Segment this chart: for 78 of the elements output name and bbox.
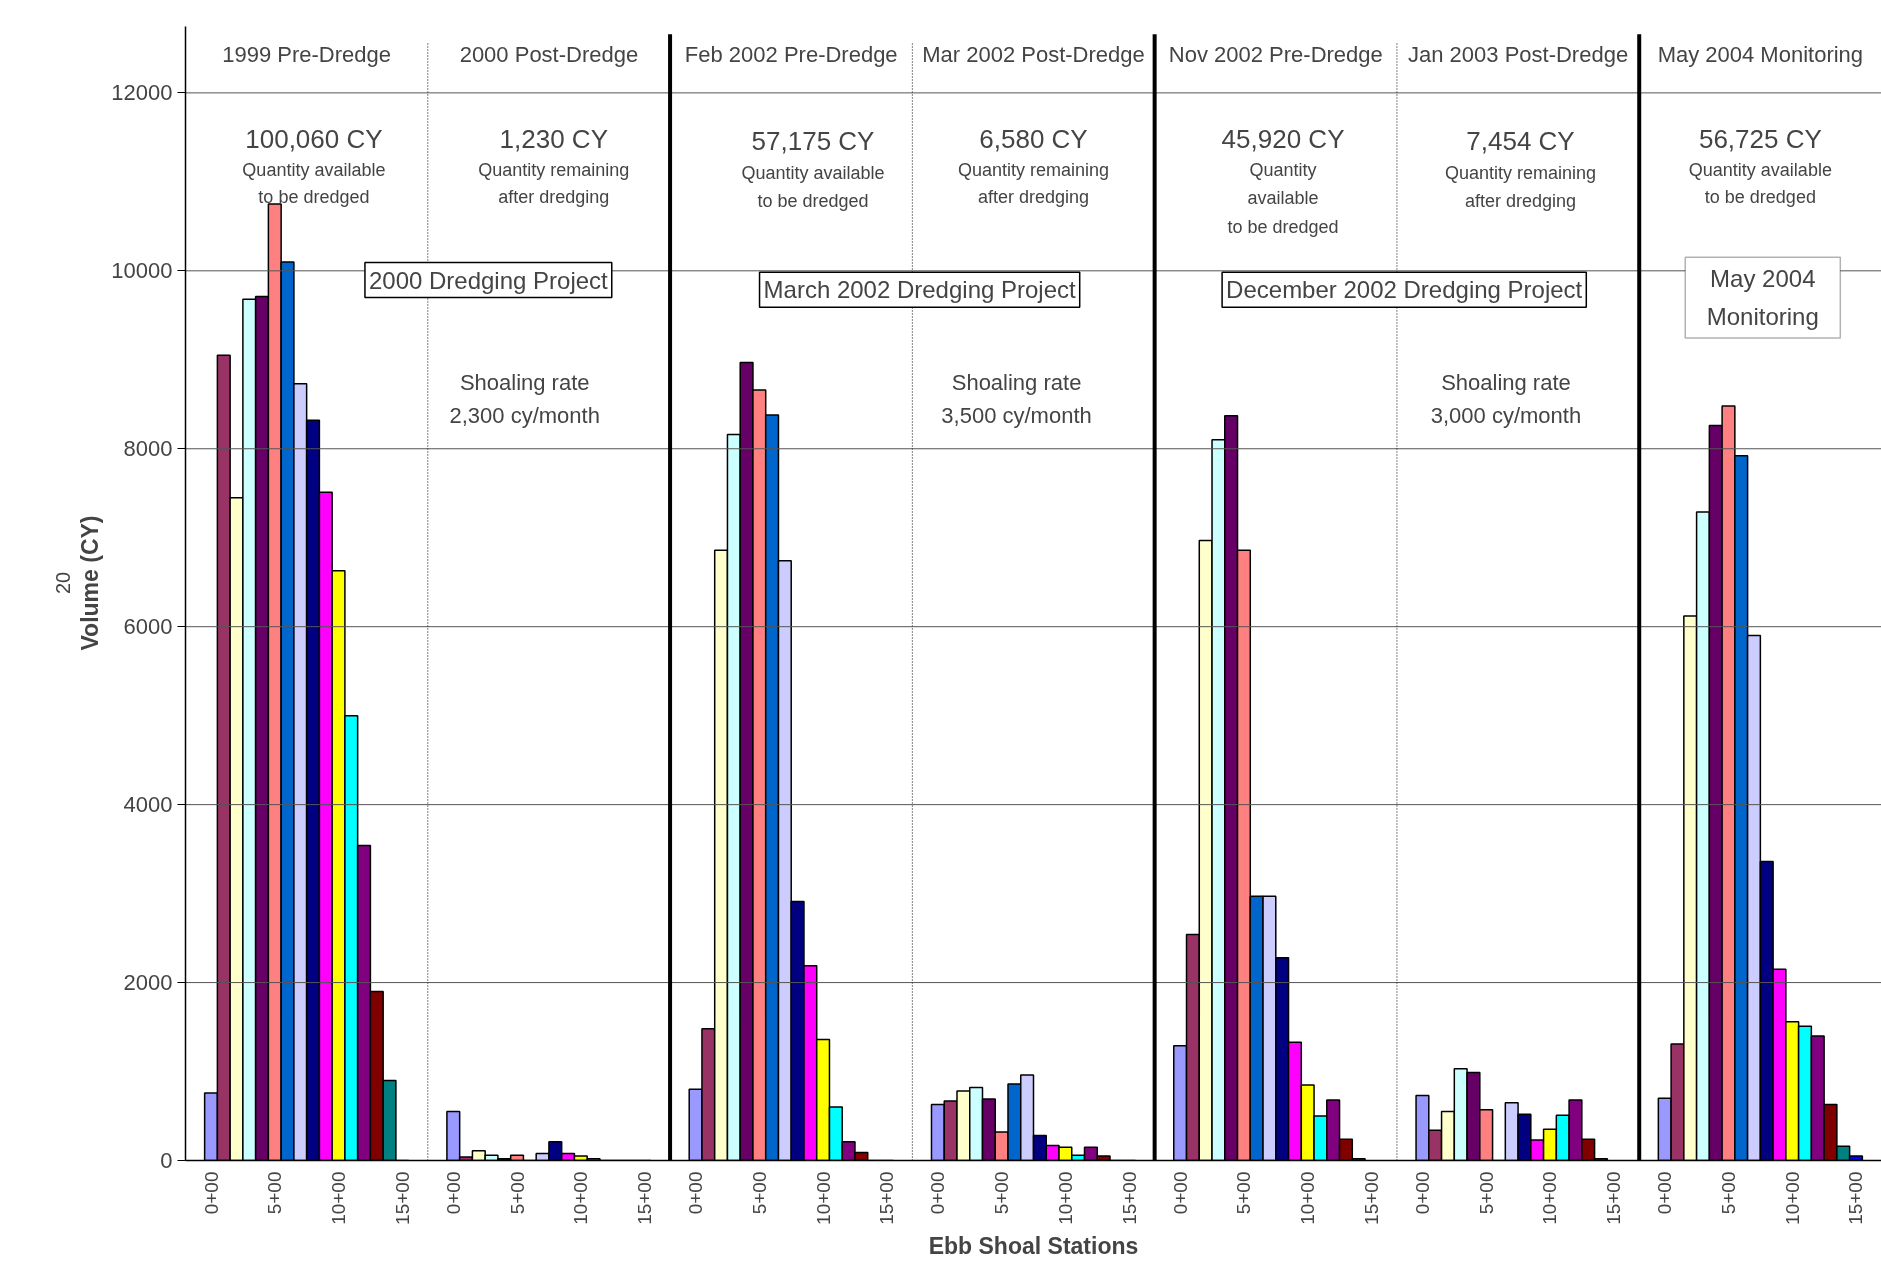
annotation: 57,175 CY [751,126,875,157]
annotation: Monitoring [1706,302,1819,330]
y-tick-label: 10000 [111,258,173,284]
annotation: Quantity remaining [478,160,630,181]
x-tick-label: 10+00 [1539,1171,1561,1225]
x-tick-label: 5+00 [506,1171,528,1215]
annotation: 1,230 CY [499,124,608,155]
x-tick-label: 5+00 [748,1171,770,1215]
x-tick-label: 5+00 [1233,1171,1255,1215]
annotation: Quantity available [1688,160,1832,181]
annotation: after dredging [977,186,1090,207]
annotation: 2000 Dredging Project [368,266,609,294]
annotation: to be dredged [258,186,370,207]
chart-title: Feb 2002 Pre-Dredge [684,42,898,68]
annotation: 2,300 cy/month [449,402,600,428]
x-tick-label: 15+00 [1845,1171,1867,1225]
annotation: 3,500 cy/month [941,402,1092,428]
x-tick-label: 5+00 [1717,1171,1739,1215]
annotation: after dredging [498,186,610,207]
x-tick-label: 0+00 [685,1171,707,1215]
x-tick-label: 15+00 [634,1171,656,1225]
y-tick-label: 2000 [123,970,173,996]
annotation: Quantity available [741,162,885,183]
chart-title: May 2004 Monitoring [1657,42,1864,68]
annotation: Shoaling rate [1441,370,1571,396]
x-tick-label: 10+00 [328,1171,350,1225]
annotation: May 2004 [1710,265,1816,293]
x-tick-label: 5+00 [1475,1171,1497,1215]
chart-title: Mar 2002 Post-Dredge [922,42,1145,68]
y-tick-label: 0 [160,1148,173,1173]
annotation: 3,000 cy/month [1430,402,1582,428]
x-axis-title: Ebb Shoal Stations [928,1232,1139,1259]
x-tick-label: 0+00 [442,1171,464,1215]
x-tick-label: 0+00 [200,1171,222,1215]
x-tick-label: 10+00 [1781,1171,1803,1225]
x-tick-label: 15+00 [876,1171,898,1225]
annotation: 100,060 CY [245,124,383,155]
annotation: 45,920 CY [1221,124,1345,155]
annotation: available [1247,188,1319,209]
annotation: Quantity [1249,160,1317,181]
annotation: March 2002 Dredging Project [763,276,1077,304]
y-tick-label: 6000 [123,614,173,640]
y-axis-title: Volume (CY) [77,515,104,651]
x-tick-label: 5+00 [991,1171,1013,1215]
x-tick-label: 10+00 [1054,1171,1076,1225]
x-tick-label: 10+00 [570,1171,592,1225]
text: 20 [51,571,74,595]
x-tick-label: 10+00 [812,1171,834,1225]
x-tick-label: 15+00 [1603,1171,1625,1225]
x-tick-label: 0+00 [1654,1171,1676,1215]
annotation: Quantity remaining [1444,162,1597,183]
annotation: December 2002 Dredging Project [1226,276,1583,304]
x-tick-label: 0+00 [1169,1171,1191,1215]
annotation: Shoaling rate [459,370,590,396]
annotation: 7,454 CY [1466,126,1575,157]
chart-title: 1999 Pre-Dredge [222,42,392,68]
annotation: 56,725 CY [1698,124,1822,155]
x-tick-label: 15+00 [1118,1171,1140,1225]
annotation: to be dredged [1227,217,1339,238]
annotation: Shoaling rate [951,370,1082,396]
x-tick-label: 0+00 [927,1171,949,1215]
x-tick-label: 15+00 [1360,1171,1382,1225]
annotation: Quantity available [242,160,386,181]
y-tick-label: 8000 [123,436,173,462]
annotation: Quantity remaining [957,160,1110,181]
chart-title: 2000 Post-Dredge [459,42,639,68]
y-tick-label: 4000 [123,792,173,818]
annotation: to be dredged [1704,186,1816,207]
x-tick-label: 5+00 [264,1171,286,1215]
annotation: after dredging [1464,190,1577,211]
chart-title: Jan 2003 Post-Dredge [1408,42,1629,68]
x-tick-label: 15+00 [391,1171,413,1225]
annotation: 6,580 CY [979,124,1088,155]
annotation: to be dredged [757,190,869,211]
x-tick-label: 10+00 [1297,1171,1319,1225]
x-tick-label: 0+00 [1411,1171,1433,1215]
y-tick-label: 12000 [111,80,173,106]
chart-title: Nov 2002 Pre-Dredge [1168,42,1383,68]
